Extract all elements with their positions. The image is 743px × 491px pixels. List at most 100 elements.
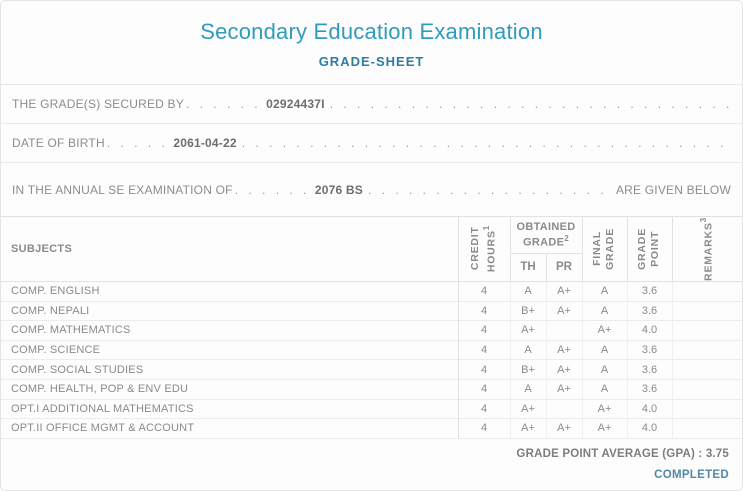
credit-hours-cell: 4 [457, 300, 510, 321]
th-grade-cell: A+ [509, 418, 546, 439]
obtained-grade-label: OBTAINED GRADE2 [516, 220, 576, 249]
dot-filler: . . . . . . . . . . . . . . . . . . . . … [367, 182, 612, 197]
grade-point-cell: 3.6 [626, 280, 672, 302]
gpa-line: GRADE POINT AVERAGE (GPA) : 3.75 [516, 447, 729, 460]
info-row-dob: DATE OF BIRTH . . . . . 2061-04-22 . . .… [1, 124, 742, 163]
obtained-grade-column-header: OBTAINED GRADE2 [509, 216, 583, 254]
remarks-cell [671, 418, 742, 439]
dob-value: 2061-04-22 [173, 136, 237, 150]
document-header: Secondary Education Examination GRADE-SH… [1, 1, 742, 85]
exam-year-suffix: ARE GIVEN BELOW [615, 182, 731, 197]
final-grade-cell: A [581, 300, 627, 321]
symbol-label: THE GRADE(S) SECURED BY [12, 97, 184, 111]
grade-point-cell: 3.6 [626, 339, 672, 360]
remarks-cell [671, 300, 742, 321]
table-row: COMP. SCIENCE 4 A A+ A 3.6 [1, 339, 742, 360]
remarks-vertical-label: REMARKS3 [698, 217, 715, 281]
subject-cell: COMP. MATHEMATICS [1, 320, 458, 341]
final-grade-cell: A [581, 280, 627, 302]
final-grade-cell: A+ [581, 320, 627, 341]
credit-hours-cell: 4 [457, 359, 510, 380]
th-grade-cell: A [509, 280, 546, 302]
page-title: Secondary Education Examination [200, 19, 543, 44]
final-grade-cell: A [581, 359, 627, 380]
grade-point-cell: 4.0 [626, 320, 672, 341]
dot-leader: . . . . . . [185, 97, 262, 111]
pr-grade-cell: A+ [545, 280, 582, 302]
final-grade-cell: A [581, 339, 627, 360]
final-grade-cell: A+ [581, 418, 627, 439]
remarks-cell [671, 398, 742, 419]
info-row-symbol: THE GRADE(S) SECURED BY . . . . . . 0292… [1, 85, 742, 124]
info-row-exam-year: IN THE ANNUAL SE EXAMINATION OF . . . . … [1, 163, 742, 216]
table-row: COMP. NEPALI 4 B+ A+ A 3.6 [1, 300, 742, 321]
pr-grade-cell [545, 320, 582, 341]
table-row: COMP. SOCIAL STUDIES 4 B+ A+ A 3.6 [1, 359, 742, 380]
table-row: COMP. ENGLISH 4 A A+ A 3.6 [1, 280, 742, 302]
page-subtitle: GRADE-SHEET [318, 54, 425, 69]
subject-cell: OPT.II OFFICE MGMT & ACCOUNT [1, 418, 458, 439]
table-body: COMP. ENGLISH 4 A A+ A 3.6 COMP. NEPALI 4 B+ A+ A 3… [1, 280, 742, 439]
remarks-superscript: 3 [698, 217, 708, 223]
grade-point-cell: 3.6 [626, 359, 672, 380]
remarks-cell [671, 339, 742, 360]
remarks-cell [671, 359, 742, 380]
grade-point-vertical-label: GRADE POINT [636, 228, 662, 270]
th-grade-cell: B+ [509, 300, 546, 321]
final-grade-cell: A [581, 378, 627, 399]
final-grade-column-header: FINAL GRADE [581, 216, 628, 282]
remarks-column-header: REMARKS3 [671, 216, 742, 282]
th-grade-cell: A [509, 378, 546, 399]
pr-grade-cell: A+ [545, 359, 582, 380]
dot-filler: . . . . . . . . . . . . . . . . . . . . … [329, 97, 729, 111]
dob-label: DATE OF BIRTH [12, 136, 105, 150]
pr-grade-cell: A+ [545, 378, 582, 399]
subject-cell: COMP. NEPALI [1, 300, 458, 321]
th-subcolumn-header: TH [510, 252, 547, 282]
dot-filler: . . . . . . . . . . . . . . . . . . . . … [241, 136, 729, 150]
dot-leader: . . . . . [106, 136, 169, 150]
remarks-cell [671, 280, 742, 302]
remarks-cell [671, 378, 742, 399]
credit-hours-cell: 4 [457, 339, 510, 360]
table-row: OPT.I ADDITIONAL MATHEMATICS 4 A+ A+ 4.0 [1, 398, 742, 419]
final-grade-vertical-label: FINAL GRADE [591, 228, 617, 270]
subject-cell: COMP. SOCIAL STUDIES [1, 359, 458, 380]
table-row: COMP. MATHEMATICS 4 A+ A+ 4.0 [1, 320, 742, 341]
credit-hours-cell: 4 [457, 320, 510, 341]
final-grade-cell: A+ [581, 398, 627, 419]
grade-point-column-header: GRADE POINT [626, 216, 673, 282]
credit-hours-column-header: CREDIT HOURS1 [457, 216, 511, 282]
subject-cell: COMP. SCIENCE [1, 339, 458, 360]
summary-footer: GRADE POINT AVERAGE (GPA) : 3.75 COMPLET… [1, 448, 742, 481]
pr-grade-cell [545, 398, 582, 419]
credit-hours-cell: 4 [457, 280, 510, 302]
exam-year-label: IN THE ANNUAL SE EXAMINATION OF [12, 182, 233, 197]
subject-cell: COMP. HEALTH, POP & ENV EDU [1, 378, 458, 399]
th-grade-cell: A+ [509, 320, 546, 341]
credit-hours-cell: 4 [457, 398, 510, 419]
credit-hours-cell: 4 [457, 418, 510, 439]
subject-cell: COMP. ENGLISH [1, 280, 458, 302]
pr-subcolumn-header: PR [545, 252, 582, 282]
status-badge: COMPLETED [654, 468, 729, 481]
subject-cell: OPT.I ADDITIONAL MATHEMATICS [1, 398, 458, 419]
pr-grade-cell: A+ [545, 339, 582, 360]
exam-year-value: 2076 BS [314, 182, 363, 197]
pr-grade-cell: A+ [545, 300, 582, 321]
grade-point-cell: 3.6 [626, 300, 672, 321]
grade-point-cell: 4.0 [626, 398, 672, 419]
subjects-column-header: SUBJECTS [1, 216, 459, 282]
symbol-number-value: 02924437I [266, 97, 325, 111]
grade-point-cell: 3.6 [626, 378, 672, 399]
th-grade-cell: A [509, 339, 546, 360]
table-row: OPT.II OFFICE MGMT & ACCOUNT 4 A+ A+ A+ 4.0 [1, 418, 742, 439]
dot-leader: . . . . . . [234, 182, 310, 197]
th-grade-cell: A+ [509, 398, 546, 419]
credit-hours-superscript: 1 [482, 225, 492, 231]
th-grade-cell: B+ [509, 359, 546, 380]
grade-point-cell: 4.0 [626, 418, 672, 439]
table-row: COMP. HEALTH, POP & ENV EDU 4 A A+ A 3.6 [1, 378, 742, 399]
pr-grade-cell: A+ [545, 418, 582, 439]
grades-table: SUBJECTS CREDIT HOURS1 OBTAINED GRADE2 FIN… [1, 216, 742, 439]
